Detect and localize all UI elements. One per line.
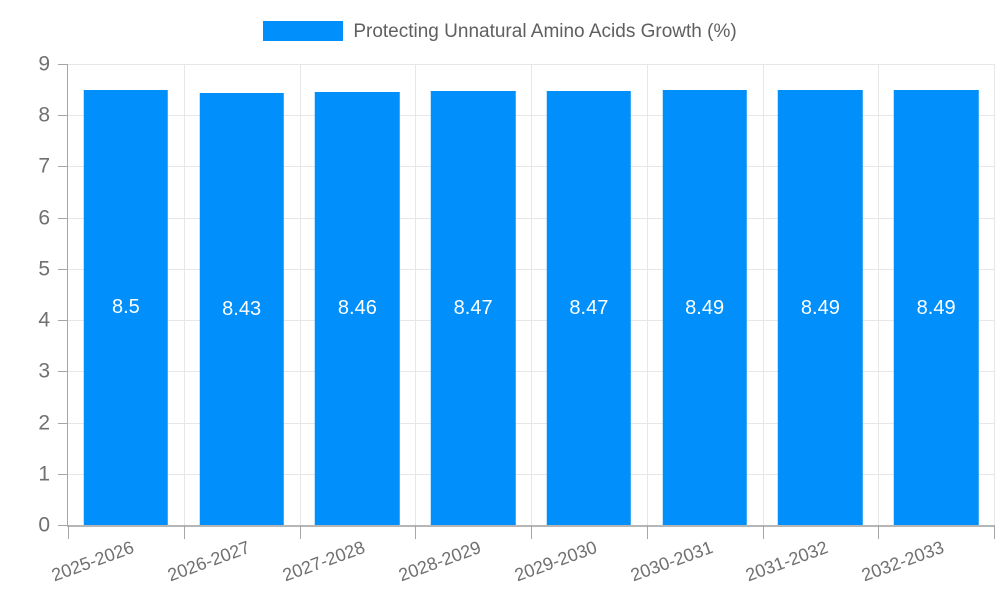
y-axis-tick-label: 1 xyxy=(38,462,50,486)
v-gridline xyxy=(646,64,648,525)
y-axis-tick xyxy=(58,320,68,322)
x-axis-label: 2032-2033 xyxy=(858,537,947,586)
x-axis-tick xyxy=(415,525,417,539)
v-gridline xyxy=(183,64,185,525)
bar-value-label: 8.43 xyxy=(222,298,262,321)
y-axis-tick-label: 0 xyxy=(38,513,50,537)
y-axis-tick xyxy=(58,217,68,219)
bar[interactable]: 8.49 xyxy=(778,90,863,525)
bar[interactable]: 8.49 xyxy=(893,90,979,525)
bar-value-label: 8.49 xyxy=(916,296,956,319)
y-axis-tick-label: 6 xyxy=(38,206,50,230)
bar-value-label: 8.49 xyxy=(685,296,725,319)
x-axis-tick xyxy=(183,525,185,539)
bar[interactable]: 8.5 xyxy=(83,89,169,525)
v-gridline xyxy=(531,64,532,525)
x-axis-label: 2031-2032 xyxy=(743,537,831,586)
x-axis-tick xyxy=(68,525,69,539)
y-axis-tick-label: 4 xyxy=(38,308,50,332)
y-axis-tick xyxy=(58,525,68,526)
x-axis-label: 2026-2027 xyxy=(164,537,253,586)
bar[interactable]: 8.49 xyxy=(662,90,747,525)
bar[interactable]: 8.47 xyxy=(546,91,632,525)
y-axis-tick-label: 5 xyxy=(38,257,50,281)
y-axis-tick-label: 7 xyxy=(38,154,50,178)
legend[interactable]: Protecting Unnatural Amino Acids Growth … xyxy=(0,21,1000,41)
plot-area: 0 1 2 3 4 5 6 7 8 9 8.5 2025-2026 8.43 2026-2027 8.46 2… xyxy=(38,54,995,585)
x-axis-tick xyxy=(299,525,301,539)
x-axis-label: 2025-2026 xyxy=(48,537,137,586)
x-axis-tick xyxy=(646,525,648,539)
x-axis-tick xyxy=(878,525,880,539)
legend-label: Protecting Unnatural Amino Acids Growth … xyxy=(353,20,737,42)
bar-value-label: 8.46 xyxy=(337,297,377,320)
y-axis-tick xyxy=(58,473,68,475)
y-axis-tick xyxy=(58,268,68,270)
y-axis-tick-label: 8 xyxy=(38,103,50,127)
x-axis-tick xyxy=(762,525,764,539)
y-axis-tick-label: 3 xyxy=(38,359,50,383)
y-axis-tick-label: 9 xyxy=(38,52,50,76)
x-axis-label: 2028-2029 xyxy=(395,537,484,586)
v-gridline xyxy=(299,64,301,525)
v-gridline xyxy=(415,64,417,525)
y-axis-tick xyxy=(58,64,68,65)
bar[interactable]: 8.46 xyxy=(315,91,400,525)
x-axis-label: 2027-2028 xyxy=(280,537,368,586)
v-gridline xyxy=(762,64,764,525)
y-axis-tick xyxy=(58,166,68,168)
y-axis-tick xyxy=(58,115,68,117)
bar[interactable]: 8.43 xyxy=(199,93,284,525)
bar-value-label: 8.5 xyxy=(111,296,140,319)
y-axis-tick xyxy=(58,371,68,373)
x-axis-tick xyxy=(531,525,532,539)
x-axis-label: 2029-2030 xyxy=(511,537,600,586)
y-axis-tick-label: 2 xyxy=(38,411,50,435)
bar-value-label: 8.47 xyxy=(569,297,609,320)
legend-marker-swatch xyxy=(263,21,344,41)
bar-value-label: 8.49 xyxy=(800,296,840,319)
v-gridline xyxy=(878,64,880,525)
x-axis-tick xyxy=(994,525,995,539)
y-axis-tick xyxy=(58,422,68,424)
bar[interactable]: 8.47 xyxy=(430,91,516,525)
bar-value-label: 8.47 xyxy=(453,297,493,320)
v-gridline xyxy=(994,64,995,525)
x-axis-label: 2030-2031 xyxy=(627,537,716,586)
